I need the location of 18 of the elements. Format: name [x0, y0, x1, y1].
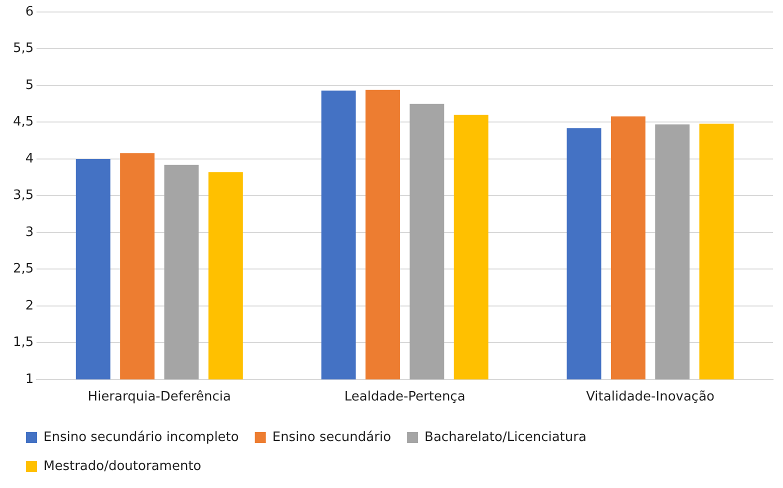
y-tick-label: 2,5 — [12, 262, 34, 277]
y-tick-label: 6 — [25, 4, 34, 20]
y-tick-label: 1,5 — [12, 335, 34, 350]
legend-label: Mestrado/doutoramento — [44, 458, 202, 474]
y-tick-label: 4,5 — [12, 114, 34, 130]
x-tick-label: Vitalidade-Inovação — [586, 390, 715, 405]
y-tick-label: 2 — [25, 298, 34, 314]
x-tick-label: Hierarquia-Deferência — [88, 390, 231, 405]
x-tick-label: Lealdade-Pertença — [344, 390, 466, 405]
y-tick-label: 3,5 — [12, 188, 34, 204]
legend-label: Ensino secundário — [272, 430, 392, 445]
y-tick-label: 5 — [25, 78, 34, 93]
y-tick-label: 5,5 — [12, 41, 34, 56]
legend-label: Bacharelato/Licenciatura — [424, 430, 586, 445]
legend-label: Ensino secundário incompleto — [44, 430, 239, 445]
y-tick-label: 4 — [25, 151, 34, 166]
y-tick-label: 1 — [25, 372, 34, 387]
y-tick-label: 3 — [25, 224, 34, 240]
